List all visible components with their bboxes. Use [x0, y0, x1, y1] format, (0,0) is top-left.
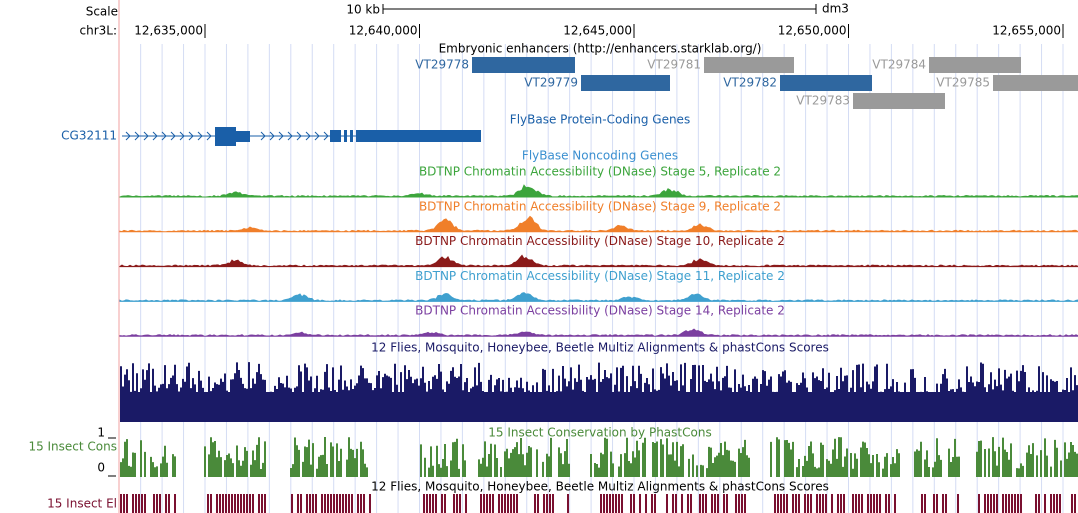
multiz-base — [121, 392, 1078, 422]
ruler-position: 12,635,000 — [134, 24, 203, 38]
enhancer-box — [993, 75, 1078, 91]
gene-exon — [344, 130, 347, 142]
strand-arrow — [278, 131, 284, 141]
strand-arrow — [260, 131, 266, 141]
track-label: 15 Insect El — [47, 497, 117, 511]
strand-arrow — [287, 131, 293, 141]
signal — [119, 292, 1078, 302]
strand-arrow — [125, 131, 131, 141]
enhancer-label: VT29779 — [524, 76, 578, 90]
strand-arrow — [152, 131, 158, 141]
gene-exon — [236, 131, 250, 142]
track-title: FlyBase Noncoding Genes — [522, 149, 678, 163]
gene-label: CG32111 — [61, 129, 117, 143]
enhancer-label: VT29784 — [872, 58, 926, 72]
strand-arrow — [269, 131, 275, 141]
scale-text: 10 kb — [346, 3, 380, 17]
track-label: 15 Insect Cons — [28, 440, 117, 454]
phastcons-signal — [120, 437, 1078, 477]
track-title: FlyBase Protein-Coding Genes — [510, 113, 690, 127]
elements — [120, 494, 1076, 513]
strand-arrow — [314, 131, 320, 141]
ruler-position: 12,640,000 — [349, 24, 418, 38]
strand-arrow — [143, 131, 149, 141]
strand-arrow — [323, 131, 329, 141]
assembly: dm3 — [822, 2, 849, 16]
signal — [119, 254, 1078, 268]
enhancer-label: VT29782 — [723, 76, 777, 90]
strand-arrow — [179, 131, 185, 141]
track-title: Embryonic enhancers (http://enhancers.st… — [439, 42, 762, 56]
enhancer-label: VT29778 — [415, 58, 469, 72]
enhancer-box — [929, 57, 1021, 73]
scale-label: Scale — [86, 5, 118, 19]
track-title: 12 Flies, Mosquito, Honeybee, Beetle Mul… — [371, 341, 829, 355]
enhancer-box — [704, 57, 794, 73]
ruler-position: 12,650,000 — [778, 24, 847, 38]
track-title: BDTNP Chromatin Accessibility (DNase) St… — [415, 234, 785, 248]
track-title: 15 Insect Conservation by PhastCons — [488, 426, 711, 440]
track-title: 12 Flies, Mosquito, Honeybee, Beetle Mul… — [371, 480, 829, 494]
enhancer-label: VT29783 — [796, 94, 850, 108]
y-label: 0 — [97, 461, 105, 475]
enhancer-label: VT29781 — [647, 58, 701, 72]
ruler-position: 12,655,000 — [992, 24, 1061, 38]
gene-exon — [356, 130, 481, 142]
track-title: BDTNP Chromatin Accessibility (DNase) St… — [419, 165, 781, 179]
signal — [119, 215, 1078, 233]
gene-exon — [350, 130, 353, 142]
strand-arrow — [161, 131, 167, 141]
gene-exon — [330, 130, 341, 142]
gene-exon — [215, 127, 236, 146]
track-title: BDTNP Chromatin Accessibility (DNase) St… — [415, 269, 785, 283]
chrom-label: chr3L: — [80, 24, 118, 38]
strand-arrow — [134, 131, 140, 141]
track-title: BDTNP Chromatin Accessibility (DNase) St… — [415, 304, 785, 318]
strand-arrow — [296, 131, 302, 141]
ruler-position: 12,645,000 — [563, 24, 632, 38]
strand-arrow — [305, 131, 311, 141]
strand-arrow — [197, 131, 203, 141]
strand-arrow — [206, 131, 212, 141]
strand-arrow — [188, 131, 194, 141]
enhancer-box — [472, 57, 575, 73]
enhancer-box — [581, 75, 670, 91]
signal — [119, 184, 1078, 198]
strand-arrow — [170, 131, 176, 141]
track-title: BDTNP Chromatin Accessibility (DNase) St… — [419, 199, 781, 213]
enhancer-box — [853, 93, 945, 109]
enhancer-label: VT29785 — [936, 76, 990, 90]
y-label: 1 — [97, 426, 105, 440]
enhancer-box — [780, 75, 872, 91]
signal — [119, 328, 1078, 337]
